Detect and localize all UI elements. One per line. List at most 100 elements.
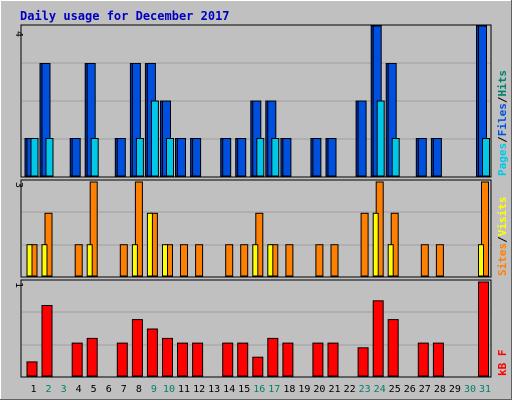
x-axis-day-label: 12 xyxy=(193,384,205,395)
bar-kbf xyxy=(222,342,234,377)
x-axis-day-label: 1 xyxy=(30,384,36,395)
bar-kbf xyxy=(131,319,143,377)
bar-files xyxy=(327,138,337,177)
bar-visits xyxy=(162,244,168,277)
chart-title: Daily usage for December 2017 xyxy=(20,9,230,23)
bar-visits xyxy=(267,244,274,277)
bar-pages xyxy=(30,138,39,177)
bar-sites xyxy=(119,244,128,277)
bar-sites xyxy=(89,181,98,277)
bar-files xyxy=(71,138,81,177)
x-axis-day-label: 20 xyxy=(313,384,325,395)
x-axis-day-label: 13 xyxy=(208,384,220,395)
bar-kbf xyxy=(252,356,264,377)
x-axis-day-label: 9 xyxy=(151,384,157,395)
bar-pages xyxy=(376,100,385,177)
bar-files xyxy=(237,138,247,177)
legend-hits: Hits xyxy=(496,70,509,97)
bar-visits xyxy=(252,244,259,277)
bar-kbf xyxy=(327,342,339,377)
legend-hits-panel: Pages/Files/Hits xyxy=(496,70,509,176)
x-axis-day-label: 4 xyxy=(76,384,82,395)
bar-pages xyxy=(271,138,280,177)
bar-kbf xyxy=(146,328,158,377)
bar-sites xyxy=(240,244,249,277)
panel-visits-axis-max: 3 xyxy=(13,182,24,188)
bar-sites xyxy=(74,244,83,277)
x-axis-day-label: 26 xyxy=(404,384,416,395)
bar-kbf xyxy=(192,342,204,377)
bar-sites xyxy=(420,244,429,277)
bar-pages xyxy=(482,138,490,177)
bar-kbf xyxy=(432,342,444,377)
bar-sites xyxy=(134,181,143,277)
x-axis-day-labels: 1 2 3 4 5 6 7 8 9 10 11 12 13 14 15 16 17 18 19 20 21 22 23 24 2… xyxy=(30,384,491,395)
x-axis-day-label: 17 xyxy=(268,384,280,395)
bar-visits xyxy=(26,244,33,277)
bar-pages xyxy=(150,100,159,177)
bar-kbf xyxy=(372,300,384,377)
x-axis-day-label: 15 xyxy=(238,384,250,395)
bar-sites xyxy=(285,244,294,277)
bar-sites xyxy=(195,244,204,277)
bar-files xyxy=(357,100,367,177)
x-axis-day-label: 8 xyxy=(136,384,142,395)
x-axis-day-label: 24 xyxy=(374,384,386,395)
x-axis-day-label: 22 xyxy=(344,384,356,395)
bar-files xyxy=(312,138,322,177)
x-axis-day-label: 14 xyxy=(223,384,235,395)
bar-kbf xyxy=(387,319,399,377)
bar-sites xyxy=(330,244,339,277)
bar-kbf xyxy=(26,361,38,377)
bar-files xyxy=(116,138,126,177)
bar-sites xyxy=(481,181,489,277)
bar-files xyxy=(432,138,442,177)
bar-sites xyxy=(360,212,369,277)
bar-sites xyxy=(435,244,444,277)
bar-files xyxy=(177,138,186,177)
legend-visits: Visits xyxy=(496,197,509,237)
bar-pages xyxy=(166,138,174,177)
bar-pages xyxy=(45,138,54,177)
bar-visits xyxy=(372,212,379,277)
x-axis-day-label: 11 xyxy=(178,384,190,395)
bar-kbf xyxy=(312,342,324,377)
x-axis-day-label: 16 xyxy=(253,384,265,395)
x-axis-day-label: 10 xyxy=(163,384,175,395)
bar-kbf xyxy=(267,337,279,377)
bar-sites xyxy=(180,244,188,277)
bar-pages xyxy=(256,138,265,177)
panel-visits: 3 xyxy=(13,179,492,278)
bar-kbf xyxy=(86,337,98,377)
bar-pages xyxy=(135,138,144,177)
x-axis-day-label: 21 xyxy=(328,384,340,395)
panel-kbf-axis-max: 1 xyxy=(13,282,24,288)
chart-bars xyxy=(24,25,490,377)
legend-separator: / xyxy=(496,96,509,103)
bar-visits xyxy=(146,212,153,277)
x-axis-day-label: 25 xyxy=(389,384,401,395)
bar-visits xyxy=(131,244,138,277)
bar-kbf xyxy=(177,342,188,377)
bar-files xyxy=(417,138,427,177)
bar-visits xyxy=(387,244,394,277)
x-axis-day-label: 2 xyxy=(45,384,51,395)
x-axis-day-label: 31 xyxy=(479,384,491,395)
bar-pages xyxy=(391,138,400,177)
bar-kbf xyxy=(116,342,128,377)
x-axis-day-label: 19 xyxy=(298,384,310,395)
bar-kbf xyxy=(478,281,489,377)
bar-sites xyxy=(225,244,234,277)
bar-kbf xyxy=(417,342,429,377)
bar-kbf xyxy=(41,305,53,377)
panel-hits-axis-max: 4 xyxy=(13,31,24,37)
bar-files xyxy=(222,138,232,177)
x-axis-day-label: 30 xyxy=(464,384,476,395)
bar-visits xyxy=(478,244,484,277)
bar-files xyxy=(192,138,202,177)
x-axis-day-label: 23 xyxy=(359,384,371,395)
bar-sites xyxy=(315,244,324,277)
legend-separator: / xyxy=(496,136,509,143)
